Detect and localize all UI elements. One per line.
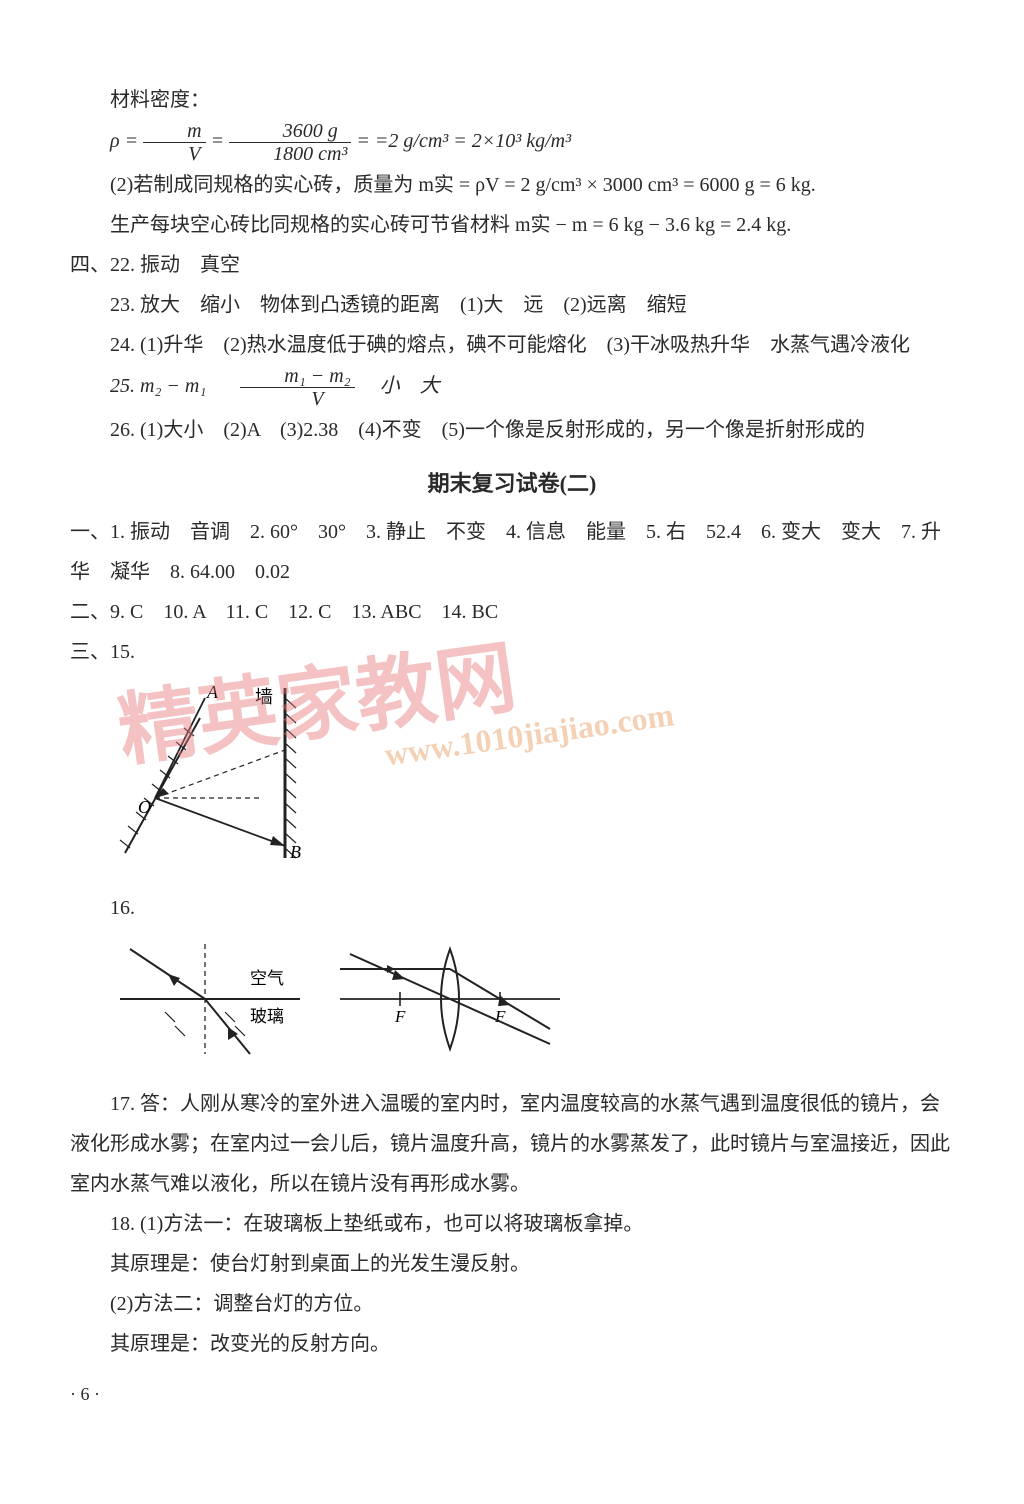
line-solid-brick: (2)若制成同规格的实心砖，质量为 m实 = ρV = 2 g/cm³ × 30…: [70, 165, 954, 205]
label-A: A: [206, 682, 219, 702]
line-q22: 四、22. 振动 真空: [70, 245, 954, 285]
frac-3600: 3600 g 1800 cm³: [229, 120, 351, 165]
line-rho-formula: ρ = m V = 3600 g 1800 cm³ = =2 g/cm³ = 2…: [70, 120, 954, 165]
q25-lead: 25. m₂ − m₁: [110, 375, 206, 397]
q18d-text: 其原理是：改变光的反射方向。: [70, 1324, 954, 1364]
q25-tail: 小 大: [360, 375, 440, 397]
label-O: O: [138, 797, 151, 817]
line-q25: 25. m₂ − m₁ m₁ − m₂ V 小 大: [70, 365, 954, 410]
q18c-text: (2)方法二：调整台灯的方位。: [70, 1284, 954, 1324]
diagram-15-svg: A B O 墙: [110, 678, 370, 868]
rho-lead: ρ =: [110, 130, 138, 152]
frac-3600-den: 1800 cm³: [229, 143, 351, 165]
diagram-15: A B O 墙: [110, 678, 954, 882]
line-q23: 23. 放大 缩小 物体到凸透镜的距离 (1)大 远 (2)远离 缩短: [70, 285, 954, 325]
sec1-answers: 一、1. 振动 音调 2. 60° 30° 3. 静止 不变 4. 信息 能量 …: [70, 512, 954, 592]
q18b-text: 其原理是：使台灯射到桌面上的光发生漫反射。: [70, 1244, 954, 1284]
frac-mv-num: m: [143, 120, 205, 143]
line-q24: 24. (1)升华 (2)热水温度低于碘的熔点，碘不可能熔化 (3)干冰吸热升华…: [70, 325, 954, 365]
frac-3600-num: 3600 g: [229, 120, 351, 143]
line-material-density: 材料密度：: [70, 80, 954, 120]
label-wall: 墙: [255, 687, 273, 707]
diagram-16: 空气 玻璃 F F: [110, 934, 954, 1078]
label-glass: 玻璃: [250, 1007, 284, 1026]
line-saving: 生产每块空心砖比同规格的实心砖可节省材料 m实 − m = 6 kg − 3.6…: [70, 205, 954, 245]
frac-m1m2: m₁ − m₂ V: [240, 365, 354, 410]
label-B: B: [290, 842, 301, 862]
frac-mv-den: V: [143, 143, 205, 165]
page-content: 材料密度： ρ = m V = 3600 g 1800 cm³ = =2 g/c…: [0, 0, 1024, 1452]
sec2-answers: 二、9. C 10. A 11. C 12. C 13. ABC 14. BC: [70, 592, 954, 632]
label-F1: F: [394, 1007, 406, 1026]
section-title-2: 期末复习试卷(二): [70, 462, 954, 506]
q17-text: 17. 答：人刚从寒冷的室外进入温暖的室内时，室内温度较高的水蒸气遇到温度很低的…: [70, 1084, 954, 1204]
label-air: 空气: [250, 969, 284, 988]
frac-mv: m V: [143, 120, 205, 165]
frac-m1m2-den: V: [240, 388, 354, 410]
q16-label: 16.: [70, 888, 954, 928]
line-q26: 26. (1)大小 (2)A (3)2.38 (4)不变 (5)一个像是反射形成…: [70, 410, 954, 450]
page-number: · 6 ·: [70, 1376, 954, 1412]
frac-m1m2-num: m₁ − m₂: [240, 365, 354, 388]
rho-tail: = =2 g/cm³ = 2×10³ kg/m³: [356, 130, 571, 152]
sec3-label: 三、15.: [70, 632, 954, 672]
q18-text: 18. (1)方法一：在玻璃板上垫纸或布，也可以将玻璃板拿掉。: [70, 1204, 954, 1244]
diagram-16-svg: 空气 玻璃 F F: [110, 934, 570, 1064]
eq1: =: [211, 130, 230, 152]
